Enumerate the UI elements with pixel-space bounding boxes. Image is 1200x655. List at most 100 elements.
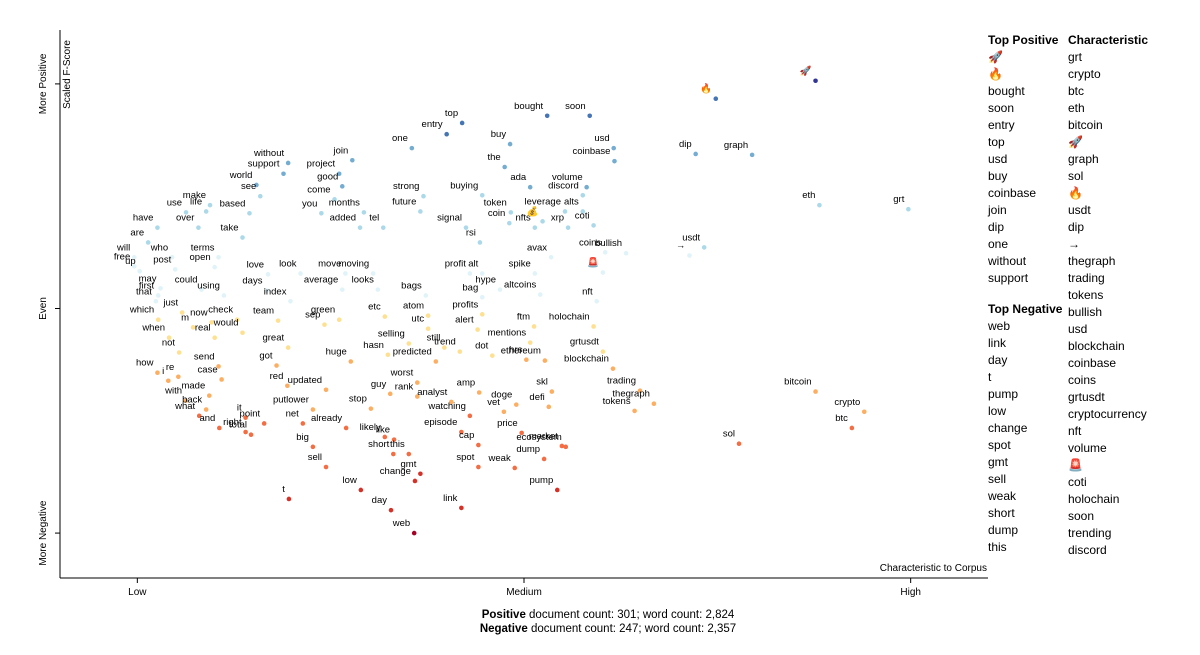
term-label: just bbox=[162, 298, 178, 309]
term-label: avax bbox=[527, 242, 547, 253]
term-point bbox=[234, 317, 240, 323]
term-label: change bbox=[380, 466, 411, 477]
term-point bbox=[288, 299, 293, 304]
term-point bbox=[513, 402, 519, 407]
term-label: total bbox=[229, 420, 247, 431]
term-label: usdt bbox=[682, 232, 700, 243]
term-point bbox=[343, 425, 349, 431]
list-item: usd bbox=[988, 152, 1007, 166]
term-point bbox=[502, 164, 507, 170]
term-point bbox=[203, 407, 209, 412]
term-point bbox=[385, 352, 391, 358]
list-item: pump bbox=[988, 387, 1018, 401]
list-item: btc bbox=[1068, 84, 1084, 98]
term-label: up bbox=[125, 256, 136, 267]
term-point bbox=[406, 451, 412, 457]
term-label: added bbox=[330, 213, 356, 224]
term-label: re bbox=[166, 362, 174, 373]
term-label: price bbox=[497, 418, 518, 429]
footer-text: document count: 301; word count: 2,824 bbox=[526, 609, 735, 621]
term-point bbox=[611, 145, 617, 151]
term-label: like bbox=[376, 425, 390, 436]
term-point bbox=[623, 250, 629, 256]
x-tick-label: Medium bbox=[506, 587, 542, 598]
term-label: love bbox=[247, 259, 264, 270]
term-point bbox=[459, 505, 464, 511]
term-point bbox=[190, 325, 196, 330]
list-item: support bbox=[988, 271, 1029, 285]
term-label: profit bbox=[445, 258, 466, 269]
term-label: rsi bbox=[466, 227, 476, 238]
term-label: without bbox=[253, 148, 284, 159]
term-point bbox=[221, 293, 227, 298]
term-point bbox=[368, 406, 374, 411]
term-point bbox=[176, 350, 182, 355]
term-point bbox=[554, 487, 560, 493]
term-label: coins bbox=[579, 237, 601, 248]
list-item: grtusdt bbox=[1068, 390, 1105, 404]
term-label: based bbox=[220, 198, 246, 209]
list-item: 🚀 bbox=[988, 50, 1003, 64]
list-item: tokens bbox=[1068, 288, 1103, 302]
term-label: stop bbox=[349, 394, 367, 405]
term-point bbox=[584, 184, 589, 190]
term-label: index bbox=[264, 286, 287, 297]
term-point bbox=[209, 320, 214, 325]
term-label: alts bbox=[564, 196, 579, 207]
term-label: atom bbox=[403, 301, 424, 312]
term-label: gmt bbox=[401, 459, 417, 470]
term-label: days bbox=[242, 276, 262, 287]
term-label: link bbox=[443, 493, 458, 504]
term-label: usd bbox=[594, 133, 609, 144]
term-label: may bbox=[139, 273, 157, 284]
list-item: gmt bbox=[988, 455, 1009, 469]
term-label: already bbox=[311, 413, 342, 424]
term-label: buy bbox=[491, 129, 507, 140]
term-point bbox=[257, 193, 263, 199]
term-label: skl bbox=[536, 377, 548, 388]
term-point bbox=[459, 120, 465, 126]
term-point bbox=[580, 209, 586, 214]
term-label: amp bbox=[457, 377, 475, 388]
term-label: coin bbox=[488, 208, 505, 219]
term-label: the bbox=[487, 152, 500, 163]
term-point bbox=[479, 192, 485, 198]
term-label: one bbox=[392, 133, 408, 144]
list-item: this bbox=[988, 540, 1007, 554]
term-point bbox=[285, 383, 290, 389]
term-point bbox=[310, 444, 316, 450]
term-point bbox=[610, 366, 616, 371]
term-label: sep bbox=[305, 310, 320, 321]
list-item: blockchain bbox=[1068, 339, 1125, 353]
term-point bbox=[444, 131, 449, 137]
term-point bbox=[687, 253, 692, 258]
term-label: tokens bbox=[603, 396, 631, 407]
term-label: which bbox=[129, 305, 154, 316]
term-point bbox=[527, 184, 533, 190]
term-point bbox=[165, 378, 171, 384]
list-item: top bbox=[988, 135, 1005, 149]
term-point bbox=[906, 206, 911, 212]
term-label: short bbox=[368, 439, 389, 450]
term-label: signal bbox=[437, 213, 462, 224]
list-item: without bbox=[987, 254, 1027, 268]
term-point bbox=[155, 317, 161, 323]
term-point bbox=[358, 487, 364, 493]
term-point bbox=[591, 324, 596, 329]
term-label: → bbox=[676, 240, 686, 251]
term-point bbox=[423, 293, 429, 298]
list-item: change bbox=[988, 421, 1028, 435]
term-point bbox=[537, 292, 543, 297]
term-label: eth bbox=[802, 190, 815, 201]
term-label: future bbox=[392, 196, 416, 207]
term-label: it bbox=[237, 403, 242, 414]
term-label: putlower bbox=[273, 395, 309, 406]
term-label: are bbox=[130, 227, 144, 238]
term-point bbox=[477, 240, 483, 245]
term-point bbox=[240, 330, 245, 336]
list-heading: Top Positive bbox=[988, 33, 1059, 47]
term-point bbox=[475, 327, 480, 332]
term-label: months bbox=[329, 197, 360, 208]
term-point bbox=[476, 442, 481, 448]
list-heading: Top Negative bbox=[988, 302, 1063, 316]
